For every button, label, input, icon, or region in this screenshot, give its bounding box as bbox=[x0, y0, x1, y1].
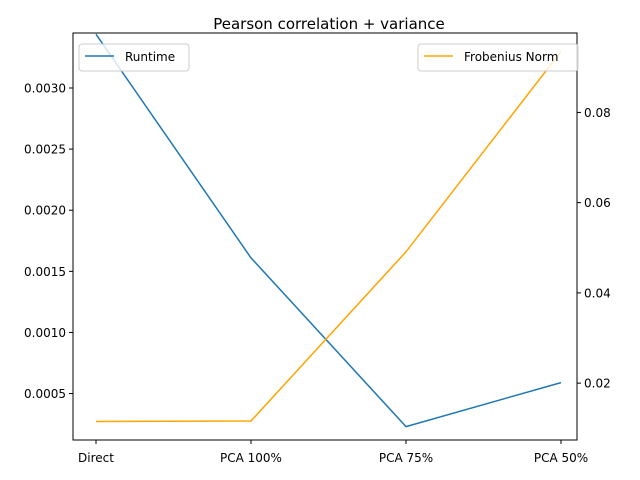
left-axis-ticks: 0.0005 0.0010 0.0015 0.0020 0.0025 0.0030 bbox=[24, 82, 73, 401]
left-tick-label: 0.0015 bbox=[24, 265, 66, 279]
series-line-runtime bbox=[95, 33, 562, 428]
plot-frame bbox=[72, 32, 578, 441]
legend-label-frobenius-norm: Frobenius Norm bbox=[464, 50, 558, 64]
legend-label-runtime: Runtime bbox=[125, 50, 175, 64]
left-tick-label: 0.0020 bbox=[24, 204, 66, 218]
left-tick-label: 0.0030 bbox=[24, 82, 66, 96]
right-tick-label: 0.02 bbox=[584, 377, 611, 391]
x-axis-ticks: Direct PCA 100% PCA 75% PCA 50% bbox=[78, 440, 588, 465]
left-tick-label: 0.0010 bbox=[24, 326, 66, 340]
axes bbox=[72, 32, 578, 441]
plot-lines bbox=[95, 33, 562, 428]
right-tick-label: 0.04 bbox=[584, 286, 611, 300]
legend-box bbox=[78, 43, 190, 72]
legend-frobenius-norm: Frobenius Norm bbox=[417, 43, 579, 72]
x-tick-label: PCA 75% bbox=[379, 451, 433, 465]
right-tick-label: 0.06 bbox=[584, 196, 611, 210]
series-line-frobenius-norm bbox=[95, 51, 562, 423]
x-tick-label: Direct bbox=[78, 451, 114, 465]
legend-box bbox=[417, 43, 579, 72]
left-tick-label: 0.0005 bbox=[24, 387, 66, 401]
x-tick-label: PCA 50% bbox=[534, 451, 588, 465]
left-tick-label: 0.0025 bbox=[24, 143, 66, 157]
chart-title: Pearson correlation + variance bbox=[213, 15, 445, 33]
x-tick-label: PCA 100% bbox=[220, 451, 282, 465]
legend-runtime: Runtime bbox=[78, 43, 190, 72]
right-axis-ticks: 0.02 0.04 0.06 0.08 bbox=[577, 106, 611, 391]
right-tick-label: 0.08 bbox=[584, 106, 611, 120]
